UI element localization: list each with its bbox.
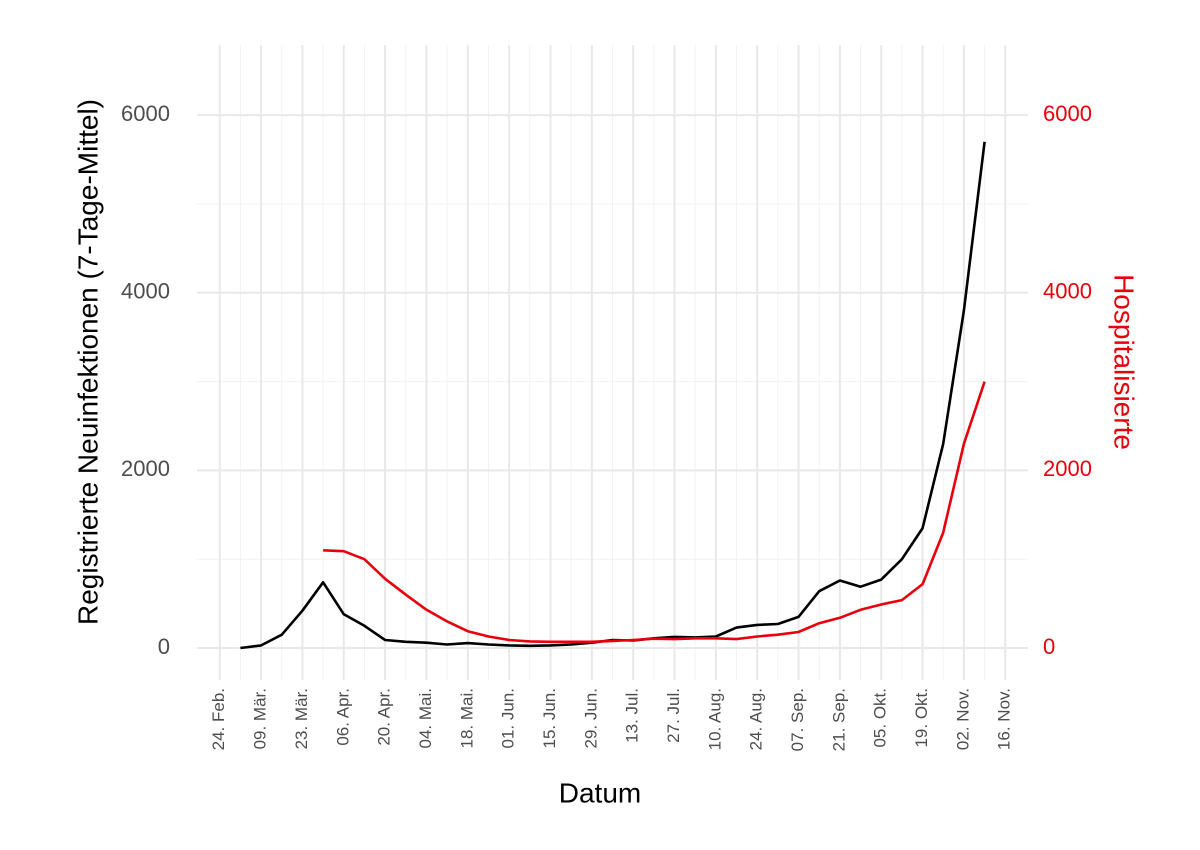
x-tick-label: 16. Nov. xyxy=(995,688,1014,750)
x-tick-label: 29. Jun. xyxy=(581,688,600,749)
y-tick-label: 2000 xyxy=(121,456,170,481)
y-tick-label: 0 xyxy=(158,634,170,659)
x-tick-label: 10. Aug. xyxy=(705,688,724,750)
y-axis-title: Registrierte Neuinfektionen (7-Tage-Mitt… xyxy=(72,99,103,625)
x-tick-label: 05. Okt. xyxy=(871,688,890,748)
x-tick-label: 23. Mär. xyxy=(292,688,311,749)
x-tick-label: 27. Jul. xyxy=(664,688,683,743)
x-tick-label: 02. Nov. xyxy=(953,688,972,750)
y2-tick-label: 6000 xyxy=(1043,101,1092,126)
y2-tick-label: 0 xyxy=(1043,634,1055,659)
y2-tick-label: 2000 xyxy=(1043,456,1092,481)
x-axis-title: Datum xyxy=(559,777,641,808)
x-tick-label: 06. Apr. xyxy=(333,688,352,746)
x-tick-label: 01. Jun. xyxy=(499,688,518,749)
x-tick-label: 21. Sep. xyxy=(829,688,848,751)
y2-tick-label: 4000 xyxy=(1043,279,1092,304)
series-line xyxy=(323,381,986,644)
x-tick-label: 13. Jul. xyxy=(623,688,642,743)
x-tick-label: 15. Jun. xyxy=(540,688,559,749)
x-tick-label: 07. Sep. xyxy=(788,688,807,751)
y2-axis-title: Hospitalisierte xyxy=(1109,274,1140,450)
x-tick-label: 18. Mai. xyxy=(457,688,476,748)
x-tick-label: 19. Okt. xyxy=(912,688,931,748)
x-tick-label: 20. Apr. xyxy=(375,688,394,746)
x-tick-label: 24. Feb. xyxy=(209,688,228,750)
y-tick-label: 6000 xyxy=(121,101,170,126)
x-tick-label: 04. Mai. xyxy=(416,688,435,748)
y-tick-label: 4000 xyxy=(121,279,170,304)
x-tick-label: 24. Aug. xyxy=(747,688,766,750)
x-tick-label: 09. Mär. xyxy=(251,688,270,749)
